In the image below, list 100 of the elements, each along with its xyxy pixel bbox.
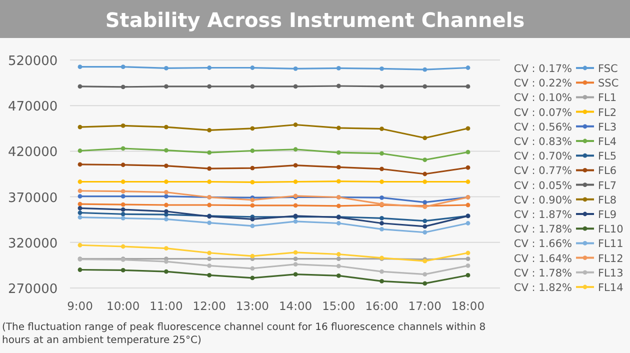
point <box>336 264 341 268</box>
point <box>336 204 341 208</box>
point <box>466 150 470 154</box>
point <box>250 224 255 228</box>
point <box>250 166 255 170</box>
point <box>380 126 384 132</box>
point <box>380 216 384 220</box>
point <box>120 180 126 184</box>
point <box>120 84 126 90</box>
point <box>207 66 212 70</box>
legend-label: FL1 <box>598 92 617 104</box>
chart-title: Stability Across Instrument Channels <box>105 8 525 32</box>
point <box>466 84 470 89</box>
text: CV : 0.05% <box>514 180 572 192</box>
point <box>250 126 255 131</box>
point <box>466 165 470 170</box>
text: (The fluctuation range of peak fluorescence channel count for 16 fluorescence channels within 8 hours at an ambient temperature 25°C) <box>2 322 486 346</box>
point <box>120 268 126 272</box>
point <box>78 84 82 89</box>
point <box>207 273 212 278</box>
legend-label: FL10 <box>598 224 624 236</box>
point <box>250 266 255 271</box>
point <box>78 194 82 199</box>
point <box>164 124 168 130</box>
point <box>336 150 341 155</box>
point <box>422 218 428 224</box>
point <box>164 216 168 222</box>
point <box>120 194 126 199</box>
point <box>380 221 384 226</box>
legend-label: FL5 <box>598 150 617 163</box>
point <box>422 224 428 229</box>
point <box>207 256 212 262</box>
point <box>380 166 384 172</box>
point <box>120 123 126 128</box>
y-tick-label: 270000 <box>8 282 58 297</box>
point <box>164 148 168 152</box>
point <box>422 84 428 89</box>
point <box>164 164 168 168</box>
x-tick-label: 12:00 <box>192 299 226 313</box>
point <box>164 84 168 89</box>
point <box>293 66 298 71</box>
point <box>466 180 470 184</box>
point <box>293 272 298 277</box>
legend-label: FL8 <box>598 194 617 206</box>
point <box>207 128 212 132</box>
x-tick-label: 18:00 <box>451 299 485 313</box>
point <box>78 148 82 153</box>
legend-label: FSC <box>598 63 618 75</box>
point <box>207 166 212 171</box>
point <box>336 66 341 70</box>
point <box>78 202 82 206</box>
point <box>293 163 298 168</box>
x-tick-label: 16:00 <box>365 299 398 313</box>
point <box>207 84 212 89</box>
point <box>466 256 470 262</box>
point <box>422 172 428 176</box>
point <box>120 189 126 194</box>
point <box>336 84 341 88</box>
text: CV : 1.87% <box>514 209 572 221</box>
text: CV : 1.82% <box>514 282 572 294</box>
point <box>120 162 126 168</box>
point <box>336 256 341 262</box>
legend-label: FL4 <box>598 136 617 148</box>
point <box>380 151 384 156</box>
point <box>336 273 341 278</box>
point <box>466 221 470 226</box>
legend-label: FL6 <box>598 165 617 178</box>
point <box>164 190 168 194</box>
point <box>120 212 126 216</box>
point <box>120 202 126 207</box>
point <box>164 202 168 208</box>
point <box>250 148 255 153</box>
point <box>380 226 384 232</box>
point <box>207 180 212 184</box>
point <box>78 206 82 210</box>
point <box>78 180 82 184</box>
text: CV : 0.17% <box>514 63 572 75</box>
text: CV : 0.07% <box>514 106 572 119</box>
point <box>380 84 384 89</box>
point <box>120 146 126 151</box>
x-tick-label: 10:00 <box>106 299 140 313</box>
point <box>293 256 298 262</box>
point <box>164 246 168 251</box>
x-tick-label: 13:00 <box>236 299 270 313</box>
point <box>422 136 428 140</box>
point <box>250 84 255 89</box>
point <box>120 216 126 220</box>
point <box>380 269 384 274</box>
point <box>466 126 470 131</box>
legend-label: FL13 <box>598 267 624 280</box>
point <box>466 202 470 208</box>
point <box>466 263 470 268</box>
point <box>164 269 168 274</box>
point <box>422 230 428 235</box>
point <box>207 263 212 268</box>
point <box>422 200 428 204</box>
point <box>380 66 384 71</box>
point <box>466 66 470 70</box>
text: CV : 0.83% <box>514 136 572 148</box>
point <box>293 122 298 127</box>
